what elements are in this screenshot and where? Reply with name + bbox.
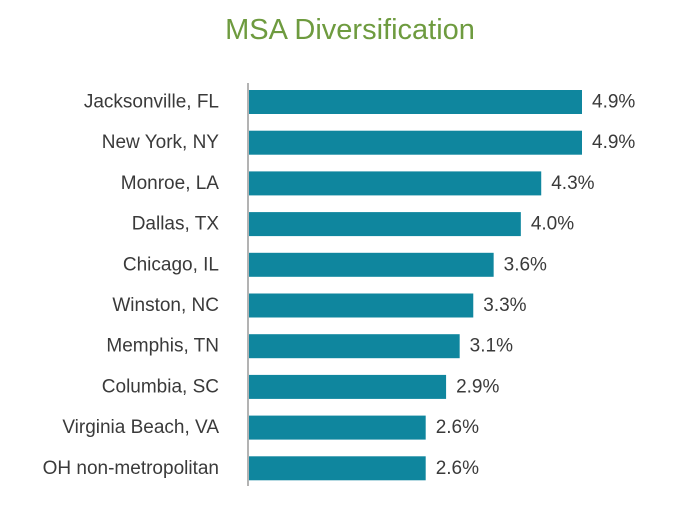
category-label: Jacksonville, FL [84,92,219,113]
category-label: Columbia, SC [102,376,219,397]
value-label: 3.3% [483,295,526,316]
value-label: 3.1% [470,336,513,357]
bar-1 [249,130,582,155]
category-label: New York, NY [102,132,220,153]
bars-group: Jacksonville, FL 4.9% New York, NY 4.9% Monr… [43,90,635,481]
bar-8 [249,415,426,440]
category-label: OH non-metropolitan [43,458,219,479]
value-label: 2.9% [456,376,499,397]
category-label: Dallas, TX [132,214,220,235]
category-label: Memphis, TN [106,336,219,357]
bar-0 [249,90,582,114]
category-label: Winston, NC [112,295,219,316]
category-label: Virginia Beach, VA [62,417,219,438]
bar-3 [249,212,521,237]
value-label: 4.0% [531,214,574,235]
value-label: 2.6% [436,458,479,479]
category-label: Monroe, LA [121,173,220,194]
bar-6 [249,334,460,359]
bar-4 [249,252,494,277]
value-label: 4.9% [592,92,635,113]
bar-9 [249,456,426,481]
value-label: 2.6% [436,417,479,438]
value-label: 4.3% [551,173,594,194]
bar-2 [249,171,542,196]
value-label: 3.6% [504,254,547,275]
category-label: Chicago, IL [123,254,219,275]
bar-5 [249,293,474,318]
bar-7 [249,374,447,399]
chart-title: MSA Diversification [225,14,475,46]
value-label: 4.9% [592,132,635,153]
